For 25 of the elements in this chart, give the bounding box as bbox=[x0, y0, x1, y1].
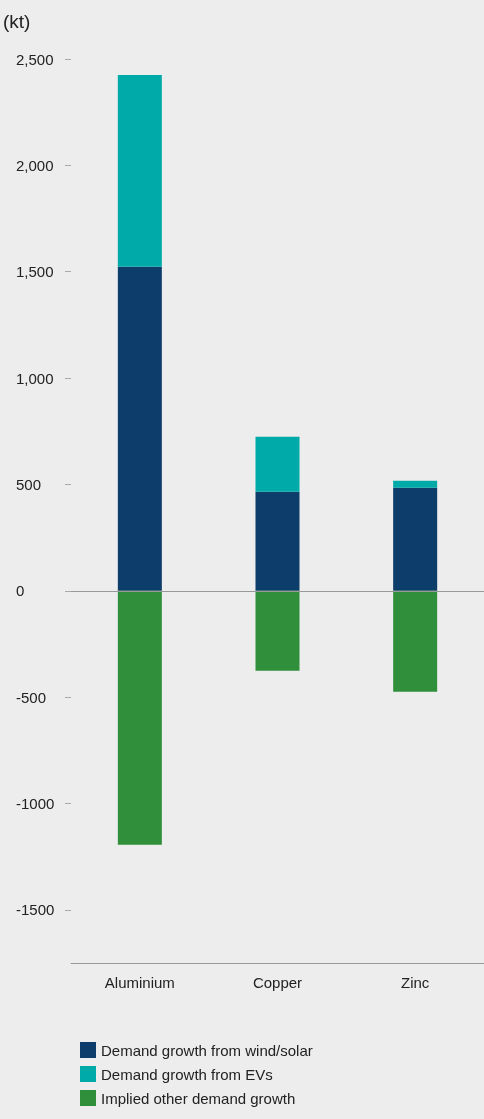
legend-label: Implied other demand growth bbox=[101, 1089, 296, 1107]
y-tick-label: 2,500 bbox=[16, 50, 54, 68]
bar bbox=[255, 491, 300, 591]
bar bbox=[117, 266, 162, 591]
bar bbox=[117, 590, 162, 845]
x-tick-label: Zinc bbox=[400, 974, 430, 991]
y-tick-label: 1,000 bbox=[16, 369, 54, 387]
x-tick-label: Aluminium bbox=[104, 974, 175, 991]
x-tick-label: Copper bbox=[252, 974, 303, 991]
y-tick-label: 500 bbox=[16, 475, 42, 493]
bar bbox=[117, 74, 162, 267]
y-axis-title: (kt) bbox=[3, 11, 31, 32]
y-tick-label: 0 bbox=[16, 582, 25, 600]
legend-label: Demand growth from EVs bbox=[101, 1065, 273, 1083]
y-tick-label: 1,500 bbox=[16, 263, 54, 281]
bar bbox=[255, 590, 300, 671]
y-tick-label: 2,000 bbox=[16, 156, 54, 174]
y-tick-label: -500 bbox=[16, 688, 47, 706]
legend-label: Demand growth from wind/solar bbox=[101, 1041, 313, 1059]
y-tick-label: -1500 bbox=[16, 901, 55, 919]
bar bbox=[393, 590, 438, 692]
bar bbox=[393, 480, 438, 488]
y-tick-label: -1000 bbox=[16, 794, 55, 812]
bar bbox=[393, 487, 438, 591]
bar bbox=[255, 436, 300, 492]
